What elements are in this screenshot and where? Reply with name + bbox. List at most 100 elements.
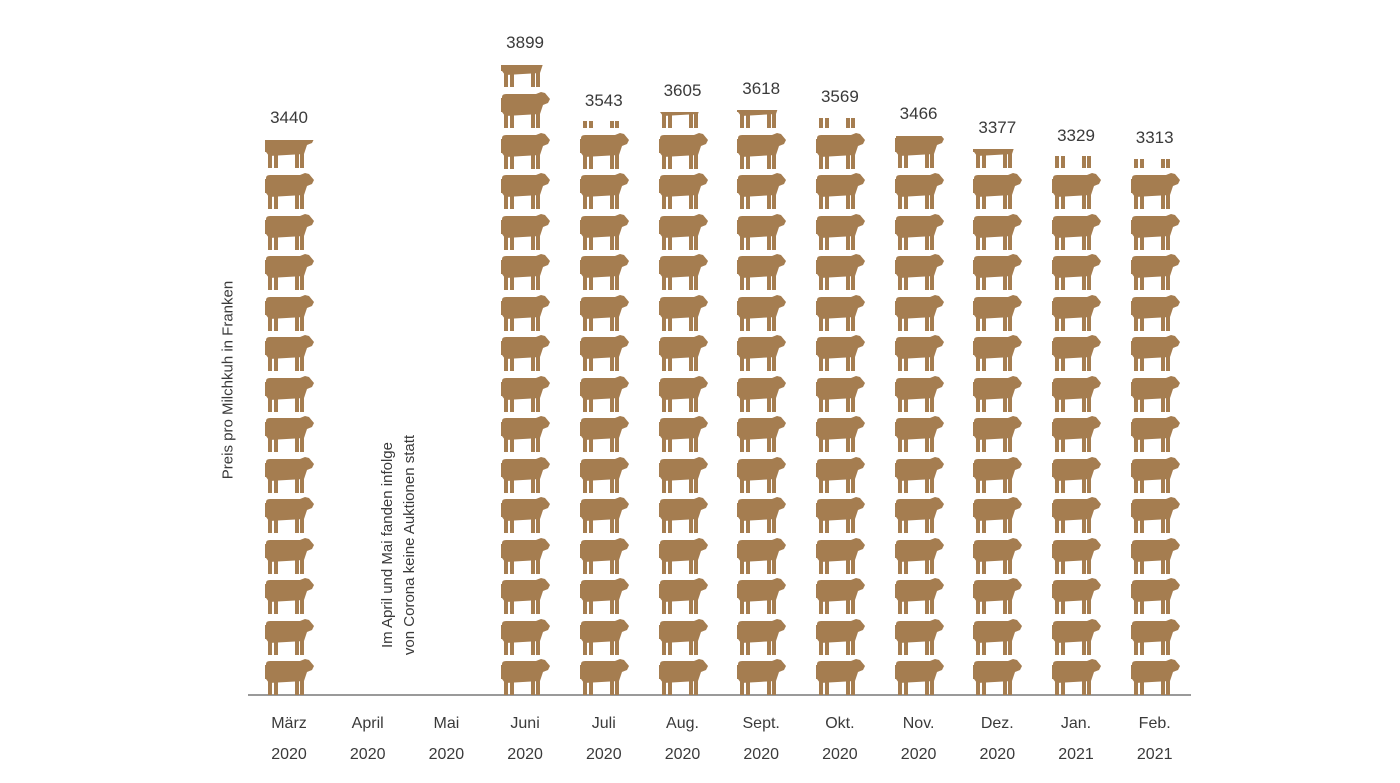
cow-icon	[1050, 212, 1102, 250]
cow-icon	[263, 171, 315, 209]
cow-icon	[893, 333, 945, 371]
x-tick-label: März 2020	[249, 708, 329, 770]
cow-icon	[1129, 414, 1181, 452]
month-label: Feb.	[1138, 715, 1171, 732]
annotation-line: von Corona keine Auktionen statt	[401, 434, 418, 656]
cow-icon	[657, 657, 709, 695]
year-label: 2020	[349, 746, 386, 763]
year-label: 2021	[1058, 746, 1094, 763]
year-label: 2020	[979, 746, 1016, 763]
year-label: 2020	[507, 746, 543, 763]
cow-icon	[1129, 252, 1181, 290]
cow-icon	[735, 374, 787, 412]
cow-icon	[499, 536, 551, 574]
data-label: 3440	[270, 107, 308, 127]
cow-icon	[578, 617, 630, 655]
y-axis-label: Preis pro Milchkuh in Franken	[219, 280, 237, 480]
cow-icon	[499, 171, 551, 209]
cow-icon	[499, 617, 551, 655]
cow-icon	[893, 293, 945, 331]
cow-icon	[893, 576, 945, 614]
cow-icon	[657, 131, 709, 169]
month-label: Okt.	[825, 715, 855, 732]
cow-icon	[735, 576, 787, 614]
cow-icon	[1129, 171, 1181, 209]
x-tick-label: Dez. 2020	[957, 708, 1037, 770]
cow-icon	[1050, 374, 1102, 412]
cow-icon	[657, 293, 709, 331]
cow-icon	[578, 576, 630, 614]
data-label: 3605	[663, 80, 702, 100]
year-label: 2020	[900, 746, 937, 763]
data-label: 3618	[742, 78, 781, 98]
x-tick-label: Feb. 2021	[1115, 708, 1195, 770]
cow-icon	[1129, 293, 1181, 331]
cow-icon	[814, 657, 866, 695]
cow-icon	[657, 414, 709, 452]
cow-icon	[499, 293, 551, 331]
cow-icon	[1050, 617, 1102, 655]
cow-icon	[263, 293, 315, 331]
cow-icon	[735, 495, 787, 533]
month-label: Juni	[510, 715, 540, 732]
cow-icon	[1129, 617, 1181, 655]
cow-icon	[814, 374, 866, 412]
cow-icon	[1050, 171, 1102, 209]
x-tick-label: Jan. 2021	[1036, 708, 1116, 770]
cow-icon	[1129, 657, 1181, 695]
cow-icon	[1050, 293, 1102, 331]
cow-icon	[971, 333, 1023, 371]
cow-icon	[814, 495, 866, 533]
cow-icon	[263, 455, 315, 493]
cow-icon	[893, 171, 945, 209]
cow-icon	[657, 536, 709, 574]
cow-icon-partial	[814, 117, 866, 128]
cow-icon	[1129, 455, 1181, 493]
cow-icon	[971, 374, 1023, 412]
cow-icon	[657, 374, 709, 412]
cow-icon	[971, 536, 1023, 574]
cow-icon	[893, 414, 945, 452]
cow-icon-partial	[971, 149, 1023, 169]
cow-icon	[1050, 414, 1102, 452]
cow-icon	[578, 455, 630, 493]
cow-icon	[499, 374, 551, 412]
month-label: Sept.	[742, 715, 780, 732]
cow-icon	[735, 252, 787, 290]
cow-icon	[893, 495, 945, 533]
cow-icon-partial	[1050, 156, 1102, 169]
cow-icon	[499, 414, 551, 452]
cow-icon	[735, 617, 787, 655]
x-tick-label: Aug. 2020	[643, 708, 723, 770]
cow-icon	[893, 455, 945, 493]
cow-icon	[578, 252, 630, 290]
year-label: 2020	[271, 746, 307, 763]
cow-icon	[735, 293, 787, 331]
cow-icon	[971, 657, 1023, 695]
annotation-line: Im April und Mai fanden infolge	[379, 442, 396, 648]
cow-icon	[814, 131, 866, 169]
cow-icon	[893, 212, 945, 250]
cow-icon	[657, 495, 709, 533]
cow-icon	[657, 252, 709, 290]
year-label: 2020	[743, 746, 779, 763]
cow-icon	[814, 252, 866, 290]
cow-icon	[657, 212, 709, 250]
cow-icon	[499, 212, 551, 250]
cow-icon	[263, 414, 315, 452]
cow-icon	[499, 576, 551, 614]
data-label: 3329	[1057, 125, 1095, 145]
cow-icon	[263, 333, 315, 371]
cow-icon	[499, 495, 551, 533]
cow-icon	[499, 252, 551, 290]
cow-icon	[1129, 212, 1181, 250]
year-label: 2020	[664, 746, 701, 763]
cow-icon	[263, 495, 315, 533]
cow-icon	[971, 495, 1023, 533]
cow-icon	[263, 617, 315, 655]
cow-icon	[814, 212, 866, 250]
month-label: Nov.	[902, 715, 935, 732]
x-tick-label: Juli 2020	[564, 708, 644, 770]
x-tick-label: Juni 2020	[485, 708, 565, 770]
x-tick-label: Nov. 2020	[879, 708, 959, 770]
